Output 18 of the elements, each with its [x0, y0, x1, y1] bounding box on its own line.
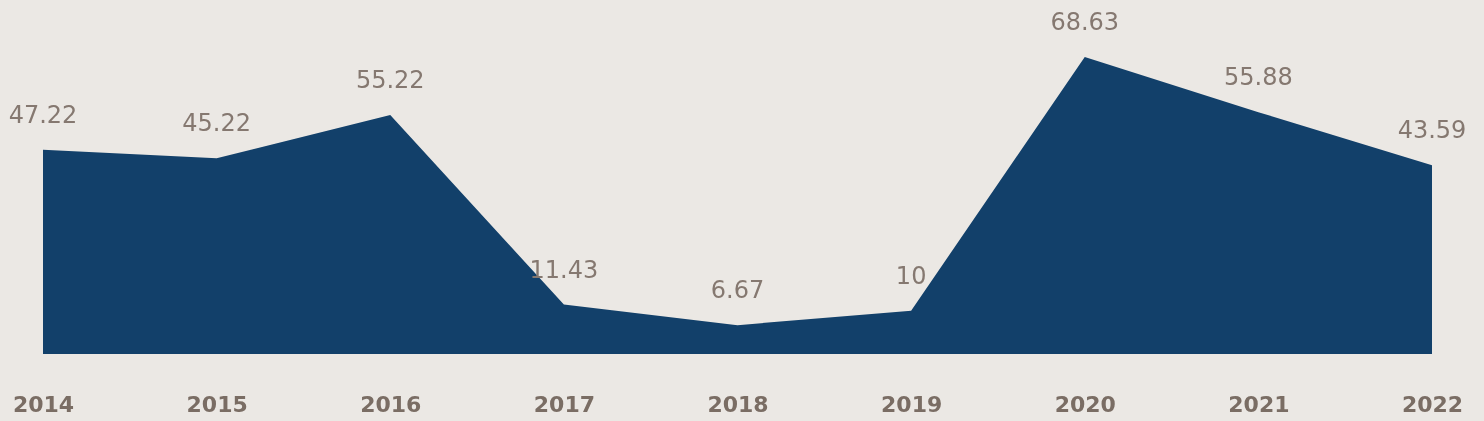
data-label: 68.63: [1050, 8, 1120, 36]
x-tick-label: 2016: [360, 391, 422, 417]
data-label: 11.43: [529, 255, 599, 284]
x-tick-label: 2018: [707, 391, 769, 417]
data-label: 47.22: [8, 100, 78, 129]
data-label: 55.88: [1224, 63, 1293, 92]
x-tick-label: 2017: [533, 391, 595, 417]
data-label: 10: [895, 261, 927, 290]
x-tick-label: 2020: [1054, 391, 1116, 417]
data-label: 55.22: [355, 66, 425, 95]
x-tick-label: 2015: [186, 391, 248, 417]
x-tick-label: 2021: [1228, 391, 1290, 417]
data-label: 6.67: [710, 276, 765, 305]
data-label: 45.22: [182, 109, 251, 138]
x-tick-label: 2022: [1401, 391, 1464, 417]
x-tick-label: 2014: [12, 391, 75, 417]
data-label: 43.59: [1397, 116, 1467, 145]
x-tick-label: 2019: [881, 391, 943, 417]
